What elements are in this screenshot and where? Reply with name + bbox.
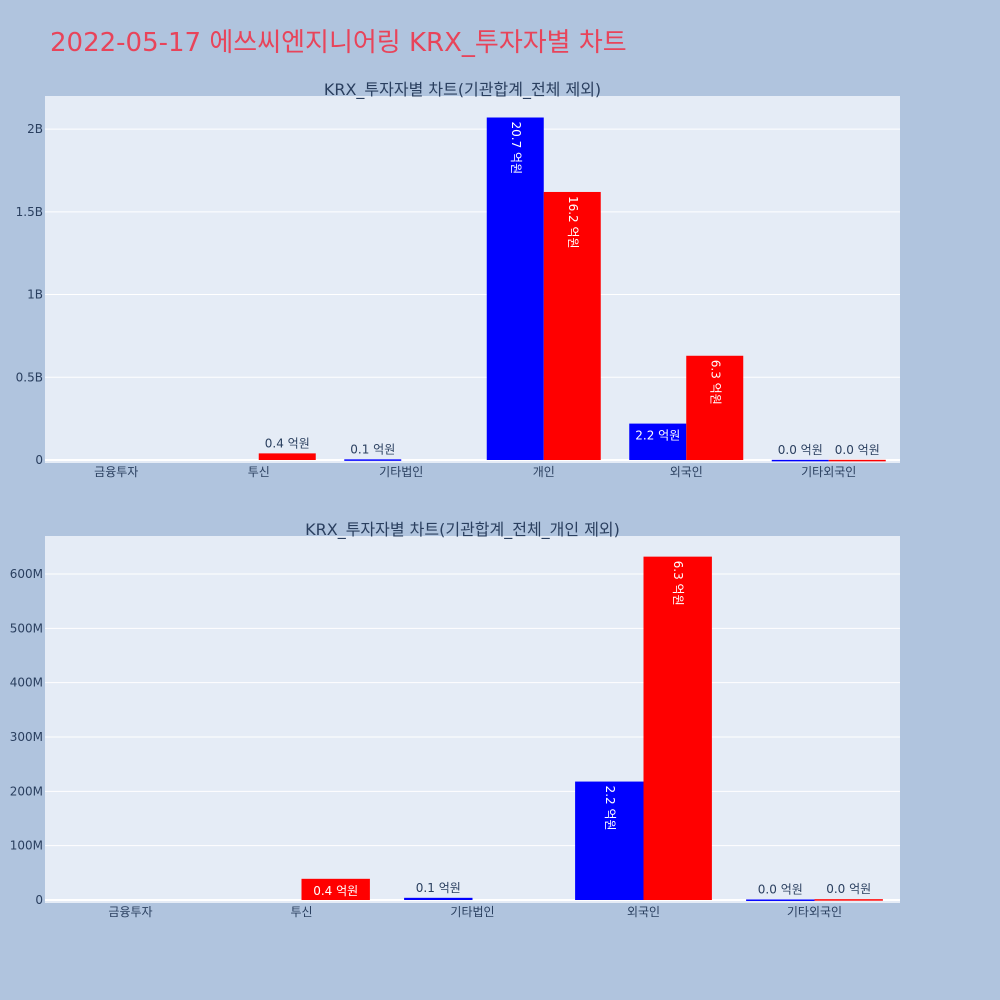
y-tick-label: 1B	[27, 288, 43, 302]
bar	[771, 459, 829, 462]
data-label: 2.2 억원	[635, 429, 680, 443]
bar	[543, 191, 601, 461]
bar	[344, 459, 402, 461]
bar	[301, 878, 370, 900]
bar	[486, 117, 544, 460]
bar	[258, 453, 316, 460]
bar	[828, 459, 886, 462]
y-tick-label: 0	[35, 893, 43, 907]
data-label: 0.0 억원	[826, 882, 871, 896]
page-title: 2022-05-17 에쓰씨엔지니어링 KRX_투자자별 차트	[50, 28, 627, 58]
x-tick-label: 개인	[533, 465, 555, 479]
y-tick-label: 500M	[10, 621, 43, 635]
y-tick-label: 300M	[10, 730, 43, 744]
bar	[643, 556, 712, 900]
bar	[629, 423, 687, 460]
y-tick-label: 2B	[27, 122, 43, 136]
plot-area	[45, 536, 900, 903]
x-tick-label: 기타외국인	[787, 905, 842, 919]
data-label: 0.0 억원	[778, 443, 823, 457]
data-label: 6.3 억원	[708, 360, 722, 405]
bar	[575, 781, 644, 900]
y-tick-label: 200M	[10, 784, 43, 798]
chart-title: KRX_투자자별 차트(기관합계_전체 제외)	[324, 80, 601, 100]
data-label: 16.2 억원	[566, 196, 580, 249]
x-tick-label: 외국인	[627, 905, 660, 919]
data-label: 0.4 억원	[265, 436, 310, 450]
plot-area	[45, 96, 900, 463]
x-tick-label: 금융투자	[94, 465, 138, 479]
x-tick-label: 기타외국인	[801, 465, 856, 479]
data-label: 2.2 억원	[603, 786, 617, 831]
y-tick-label: 400M	[10, 676, 43, 690]
x-tick-label: 금융투자	[108, 905, 152, 919]
bar	[746, 899, 815, 901]
bar	[814, 899, 883, 901]
x-tick-label: 기타법인	[450, 905, 494, 919]
data-label: 6.3 억원	[671, 561, 685, 606]
chart-title: KRX_투자자별 차트(기관합계_전체_개인 제외)	[305, 520, 620, 540]
data-label: 0.0 억원	[835, 443, 880, 457]
chart-2: 0 100M 200M 300M 400M 500M 600M KRX_투자자별 차트(기관합…	[10, 520, 900, 919]
y-tick-label: 0	[35, 453, 43, 467]
data-label: 20.7 억원	[509, 122, 523, 175]
bar	[686, 355, 744, 460]
data-label: 0.0 억원	[758, 882, 803, 896]
x-tick-label: 투신	[290, 905, 312, 919]
chart-1: 0 0.5B 1B 1.5B 2B KRX_투자자별 차트(기관합계_전체 제외) 금융투자…	[16, 80, 900, 479]
bar	[404, 897, 473, 900]
data-label: 0.1 억원	[350, 442, 395, 456]
y-tick-label: 1.5B	[16, 205, 43, 219]
data-label: 0.1 억원	[416, 881, 461, 895]
x-tick-label: 외국인	[670, 465, 703, 479]
x-tick-label: 투신	[248, 465, 270, 479]
y-tick-label: 100M	[10, 839, 43, 853]
x-tick-label: 기타법인	[379, 465, 423, 479]
y-tick-label: 0.5B	[16, 370, 43, 384]
y-tick-label: 600M	[10, 567, 43, 581]
data-label: 0.4 억원	[313, 884, 358, 898]
